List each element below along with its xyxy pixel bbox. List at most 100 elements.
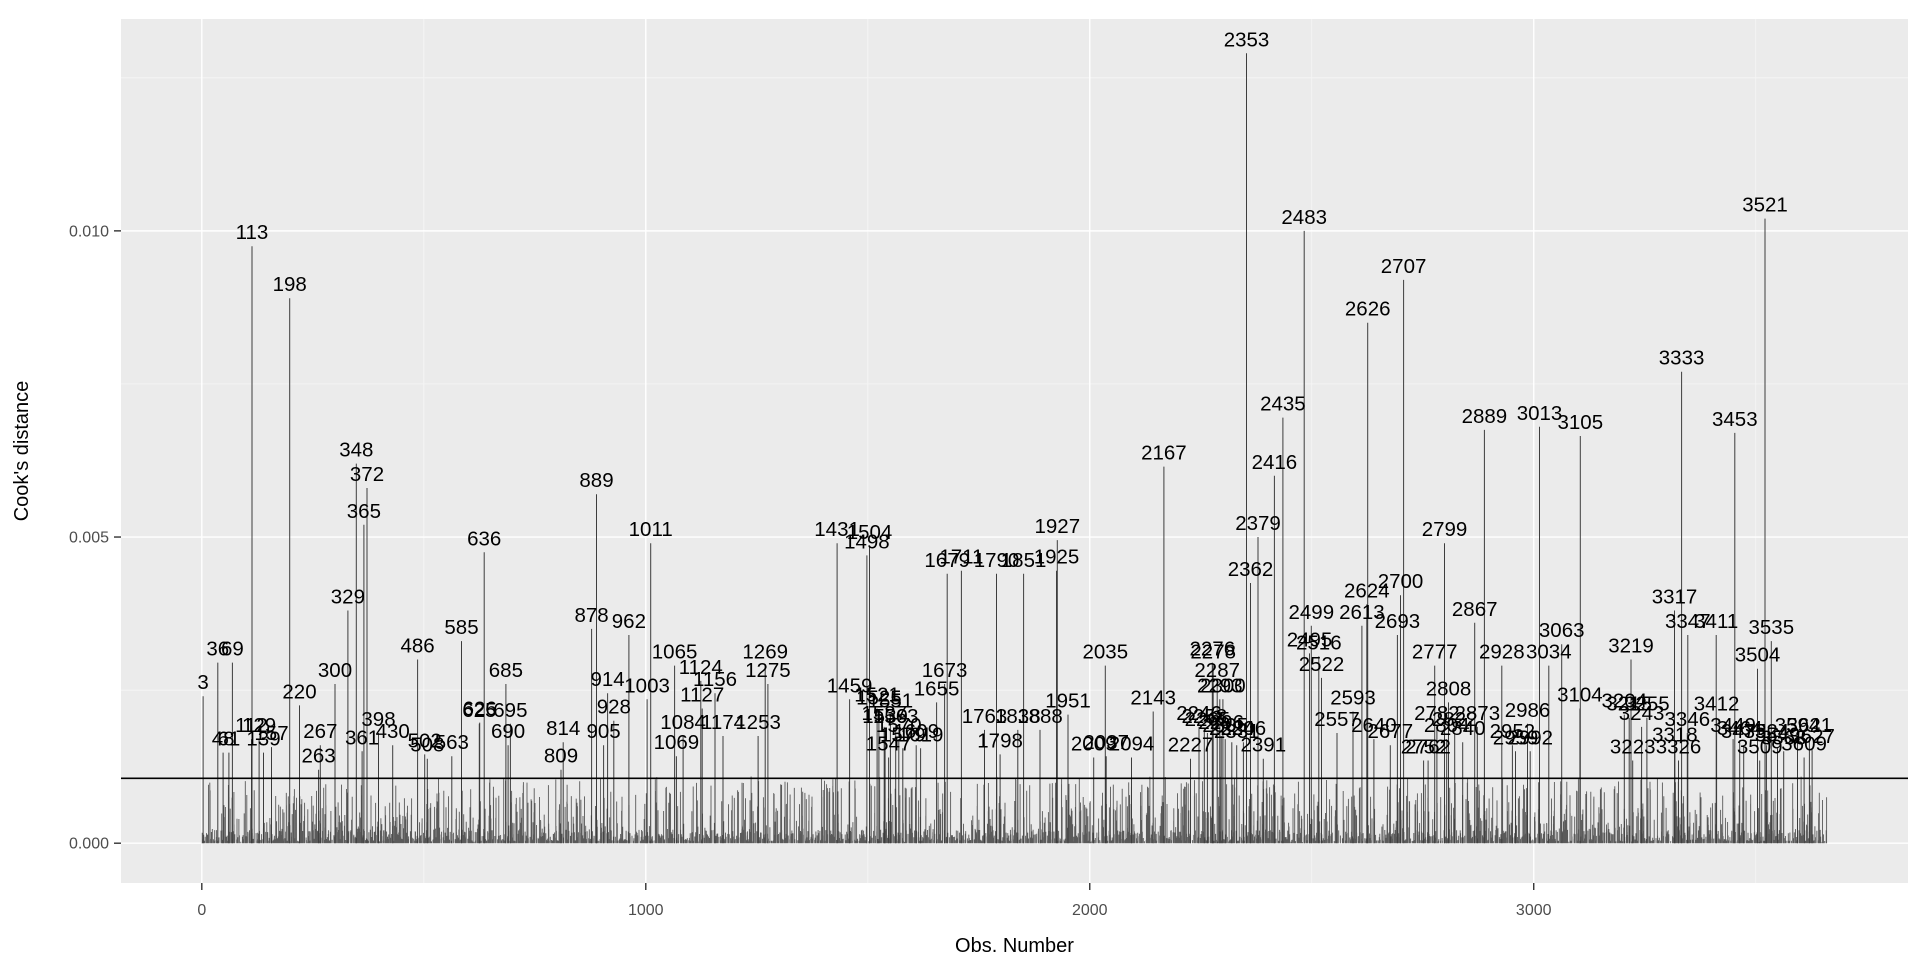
point-label: 2782 bbox=[1414, 702, 1460, 725]
point-label: 3535 bbox=[1748, 616, 1794, 639]
y-tick-label: 0.000 bbox=[69, 836, 109, 853]
point-label: 3524 bbox=[1744, 720, 1790, 743]
point-label: 2873 bbox=[1454, 702, 1500, 725]
point-label: 1084 bbox=[660, 711, 706, 734]
point-label: 1498 bbox=[844, 530, 890, 553]
point-label: 372 bbox=[350, 463, 384, 486]
point-label: 1851 bbox=[1001, 549, 1047, 572]
point-label: 625 bbox=[462, 699, 496, 722]
point-label: 1253 bbox=[735, 711, 781, 734]
point-label: 2435 bbox=[1260, 393, 1306, 416]
point-label: 2258 bbox=[1181, 705, 1227, 728]
point-label: 685 bbox=[489, 659, 523, 682]
point-label: 1925 bbox=[1034, 546, 1080, 569]
point-label: 2522 bbox=[1299, 653, 1345, 676]
point-label: 2777 bbox=[1412, 641, 1458, 664]
point-label: 2752 bbox=[1401, 736, 1447, 759]
point-label: 626 bbox=[463, 698, 497, 721]
point-label: 2416 bbox=[1252, 451, 1298, 474]
point-label: 1673 bbox=[922, 659, 968, 682]
point-label: 1655 bbox=[914, 677, 960, 700]
point-label: 3594 bbox=[1775, 714, 1821, 737]
point-label: 1547 bbox=[866, 733, 912, 756]
point-label: 2624 bbox=[1344, 579, 1390, 602]
point-label: 3 bbox=[197, 671, 208, 694]
point-label: 1790 bbox=[974, 549, 1020, 572]
point-label: 878 bbox=[574, 604, 608, 627]
point-label: 2840 bbox=[1440, 717, 1486, 740]
point-label: 69 bbox=[221, 638, 244, 661]
y-tick-label: 0.005 bbox=[69, 530, 109, 547]
point-label: 2362 bbox=[1228, 558, 1274, 581]
point-label: 3549 bbox=[1755, 723, 1801, 746]
point-label: 2278 bbox=[1190, 641, 1236, 664]
point-label: 2593 bbox=[1330, 687, 1376, 710]
point-label: 3464 bbox=[1717, 717, 1763, 740]
x-tick-label: 0 bbox=[197, 902, 206, 919]
point-label: 1275 bbox=[745, 659, 791, 682]
point-label: 1798 bbox=[977, 729, 1023, 752]
point-label: 113 bbox=[236, 221, 269, 244]
point-label: 220 bbox=[282, 680, 316, 703]
point-label: 962 bbox=[612, 610, 646, 633]
point-label: 2799 bbox=[1422, 518, 1468, 541]
axes: 0 1000 2000 3000 0.000 0.005 0.010 bbox=[69, 223, 1552, 919]
point-label: 263 bbox=[301, 745, 335, 768]
point-label: 2495 bbox=[1287, 628, 1333, 651]
point-label: 2640 bbox=[1351, 714, 1397, 737]
point-label: 563 bbox=[435, 731, 469, 754]
point-label: 814 bbox=[546, 717, 580, 740]
point-label: 695 bbox=[493, 699, 527, 722]
point-label: 3013 bbox=[1517, 402, 1563, 425]
point-label: 1124 bbox=[679, 656, 723, 679]
point-label: 2293 bbox=[1197, 674, 1243, 697]
point-label: 3627 bbox=[1789, 725, 1835, 748]
point-label: 2276 bbox=[1189, 638, 1235, 661]
point-label: 1525 bbox=[856, 687, 902, 710]
point-label: 3346 bbox=[1664, 708, 1710, 731]
point-label: 2167 bbox=[1141, 442, 1187, 465]
point-label: 48 bbox=[212, 728, 235, 751]
point-label: 36 bbox=[206, 638, 229, 661]
point-label: 3063 bbox=[1539, 619, 1585, 642]
x-tick-label: 2000 bbox=[1072, 902, 1108, 919]
point-label: 2287 bbox=[1194, 659, 1240, 682]
point-label: 2613 bbox=[1339, 601, 1385, 624]
point-label: 3563 bbox=[1761, 726, 1807, 749]
point-label: 2626 bbox=[1345, 298, 1391, 321]
point-label: 157 bbox=[254, 722, 288, 745]
point-label: 1763 bbox=[962, 705, 1008, 728]
point-label: 1711 bbox=[939, 546, 983, 569]
point-label: 2143 bbox=[1130, 687, 1176, 710]
point-label: 300 bbox=[318, 659, 352, 682]
x-tick-label: 3000 bbox=[1516, 902, 1552, 919]
point-label: 2227 bbox=[1168, 734, 1214, 757]
point-label: 3521 bbox=[1742, 194, 1788, 217]
point-label: 2499 bbox=[1288, 601, 1334, 624]
point-label: 3204 bbox=[1601, 690, 1647, 713]
point-label: 3104 bbox=[1557, 684, 1603, 707]
point-label: 3609 bbox=[1781, 733, 1827, 756]
point-label: 2483 bbox=[1281, 206, 1327, 229]
point-label: 928 bbox=[597, 696, 631, 719]
point-label: 2320 bbox=[1209, 717, 1255, 740]
point-label: 1563 bbox=[873, 705, 919, 728]
point-label: 2557 bbox=[1314, 708, 1360, 731]
point-label: 2762 bbox=[1405, 736, 1451, 759]
point-label: 1619 bbox=[898, 723, 944, 746]
point-label: 636 bbox=[467, 527, 501, 550]
point-label: 502 bbox=[408, 729, 442, 752]
point-label: 1003 bbox=[624, 674, 670, 697]
point-label: 1459 bbox=[827, 674, 873, 697]
background-spikes bbox=[201, 776, 1828, 844]
point-label: 198 bbox=[273, 273, 307, 296]
point-label: 2300 bbox=[1200, 674, 1246, 697]
point-label: 348 bbox=[339, 439, 373, 462]
point-label: 3219 bbox=[1608, 635, 1654, 658]
point-label: 1927 bbox=[1034, 515, 1080, 538]
point-label: 2952 bbox=[1490, 720, 1536, 743]
point-label: 2035 bbox=[1082, 641, 1128, 664]
point-label: 365 bbox=[347, 500, 381, 523]
point-label: 61 bbox=[217, 728, 240, 751]
